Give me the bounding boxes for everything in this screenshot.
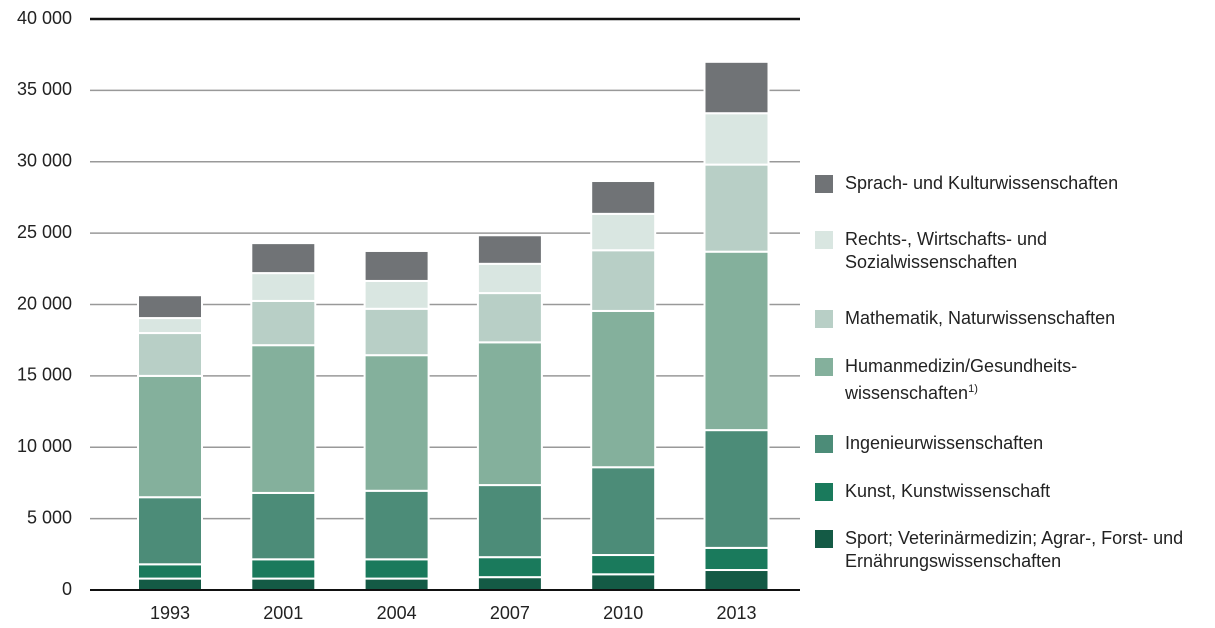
x-tick-label: 2013 [716, 603, 756, 623]
bar-segment [703, 112, 770, 166]
bar-segment [590, 573, 657, 591]
legend-item: Humanmedizin/Gesundheits-wissenschaften1… [815, 355, 1145, 405]
y-tick-label: 10 000 [17, 436, 72, 456]
legend-text: Humanmedizin/Gesundheits-wissenschaften [845, 356, 1078, 403]
legend-text: Rechts-, Wirtschafts- und Sozialwissensc… [845, 229, 1048, 272]
bar-segment [476, 576, 543, 592]
x-tick-label: 2001 [263, 603, 303, 623]
bar-segment [703, 60, 770, 115]
legend-swatch [815, 530, 833, 548]
bar-segment [476, 556, 543, 579]
legend-swatch [815, 358, 833, 376]
bar-segment [363, 354, 430, 492]
y-tick-label: 15 000 [17, 365, 72, 385]
bar-segment [363, 489, 430, 561]
bar-segment [476, 341, 543, 487]
bar-segment [137, 374, 203, 499]
legend-item: Mathematik, Naturwissenschaften [815, 307, 1215, 330]
bar-segment [703, 569, 770, 592]
bar-segment [590, 466, 657, 557]
y-tick-label: 0 [62, 579, 72, 599]
bar-segment [590, 554, 657, 576]
legend-swatch [815, 483, 833, 501]
bar-segment [476, 292, 543, 344]
bar-segment [590, 180, 657, 215]
bar-segment [137, 332, 203, 377]
y-tick-label: 30 000 [17, 151, 72, 171]
y-tick-label: 5 000 [27, 507, 72, 527]
legend-text: Kunst, Kunstwissenschaft [845, 481, 1051, 501]
legend-item: Ingenieurwissenschaften [815, 432, 1215, 455]
legend-swatch [815, 310, 833, 328]
y-tick-label: 20 000 [17, 293, 72, 313]
bar-segment [137, 496, 203, 566]
legend-text: Mathematik, Naturwissenschaften [845, 308, 1116, 328]
legend-item: Rechts-, Wirtschafts- und Sozialwissensc… [815, 228, 1215, 274]
bar-segment [250, 577, 317, 592]
legend-swatch [815, 175, 833, 193]
y-tick-label: 25 000 [17, 222, 72, 242]
bar-segment [703, 429, 770, 549]
legend-label: Ingenieurwissenschaften [845, 432, 1215, 455]
bar-segment [137, 294, 203, 320]
bar-segment [250, 558, 317, 580]
bar-segment [363, 577, 430, 592]
bar-segment [250, 344, 317, 494]
bar-segment [476, 234, 543, 265]
x-tick-label: 1993 [150, 603, 190, 623]
bar-segment [250, 299, 317, 347]
bar-segment [250, 272, 317, 302]
legend-label: Humanmedizin/Gesundheits-wissenschaften1… [845, 355, 1145, 405]
legend-item: Kunst, Kunstwissenschaft [815, 480, 1215, 503]
y-tick-label: 40 000 [17, 8, 72, 28]
legend-item: Sprach- und Kulturwissenschaften [815, 172, 1215, 195]
legend-text: Ingenieurwissenschaften [845, 433, 1044, 453]
bar-segment [363, 307, 430, 357]
y-tick-label: 35 000 [17, 79, 72, 99]
bar-segment [590, 249, 657, 312]
bar-segment [476, 262, 543, 295]
legend-label: Mathematik, Naturwissenschaften [845, 307, 1215, 330]
bar-segment [590, 212, 657, 252]
bar-segment [137, 577, 203, 592]
legend-swatch [815, 231, 833, 249]
bar-segment [137, 563, 203, 580]
legend-text: Sport; Veterinärmedizin; Agrar-, Forst- … [845, 528, 1184, 571]
bar-segment [703, 163, 770, 253]
legend-swatch [815, 435, 833, 453]
bar-segment [703, 250, 770, 432]
x-tick-label: 2007 [490, 603, 530, 623]
legend-label: Kunst, Kunstwissenschaft [845, 480, 1215, 503]
x-tick-label: 2010 [603, 603, 643, 623]
bar-segment [250, 242, 317, 275]
footnote-mark: 1) [968, 383, 978, 395]
bar-segment [476, 484, 543, 559]
legend-item: Sport; Veterinärmedizin; Agrar-, Forst- … [815, 527, 1215, 573]
bar-segment [363, 249, 430, 282]
bar-segment [590, 309, 657, 469]
legend-text: Sprach- und Kulturwissenschaften [845, 173, 1119, 193]
legend-label: Sport; Veterinärmedizin; Agrar-, Forst- … [845, 527, 1215, 573]
bar-segment [137, 317, 203, 335]
x-tick-label: 2004 [377, 603, 417, 623]
bar-segment [703, 546, 770, 572]
legend-label: Sprach- und Kulturwissenschaften [845, 172, 1215, 195]
bar-segment [363, 558, 430, 580]
bar-segment [363, 279, 430, 310]
bar-segment [250, 491, 317, 561]
legend-label: Rechts-, Wirtschafts- und Sozialwissensc… [845, 228, 1215, 274]
